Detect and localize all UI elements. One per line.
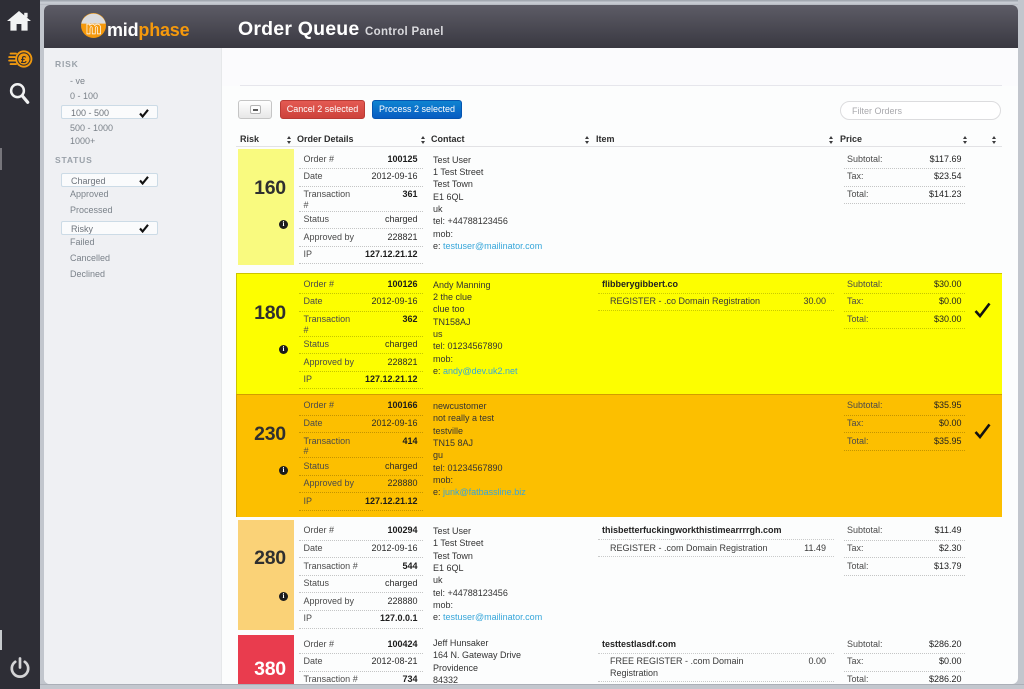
svg-text:£: £ [21,54,27,66]
svg-text:m: m [86,19,101,38]
